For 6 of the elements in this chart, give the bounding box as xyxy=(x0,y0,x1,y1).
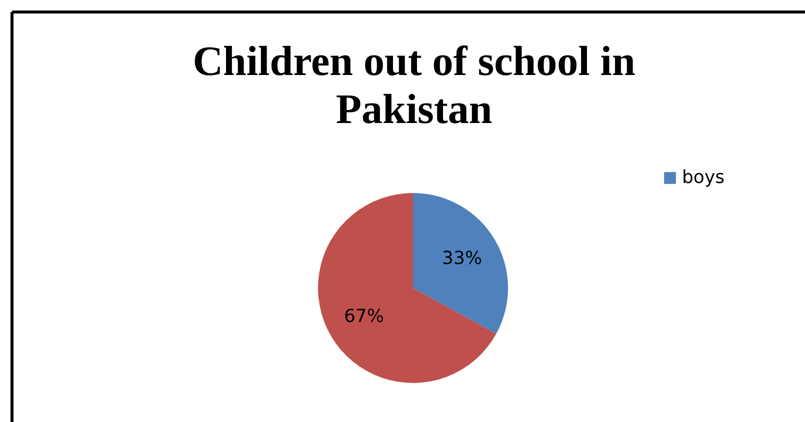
legend-label: boys xyxy=(682,167,724,188)
pie-slice xyxy=(318,193,496,383)
pie-slice xyxy=(413,193,508,334)
data-label: 67% xyxy=(344,306,384,328)
chart-title: Children out of school in Pakistan xyxy=(192,39,636,133)
data-label: 33% xyxy=(442,248,482,269)
